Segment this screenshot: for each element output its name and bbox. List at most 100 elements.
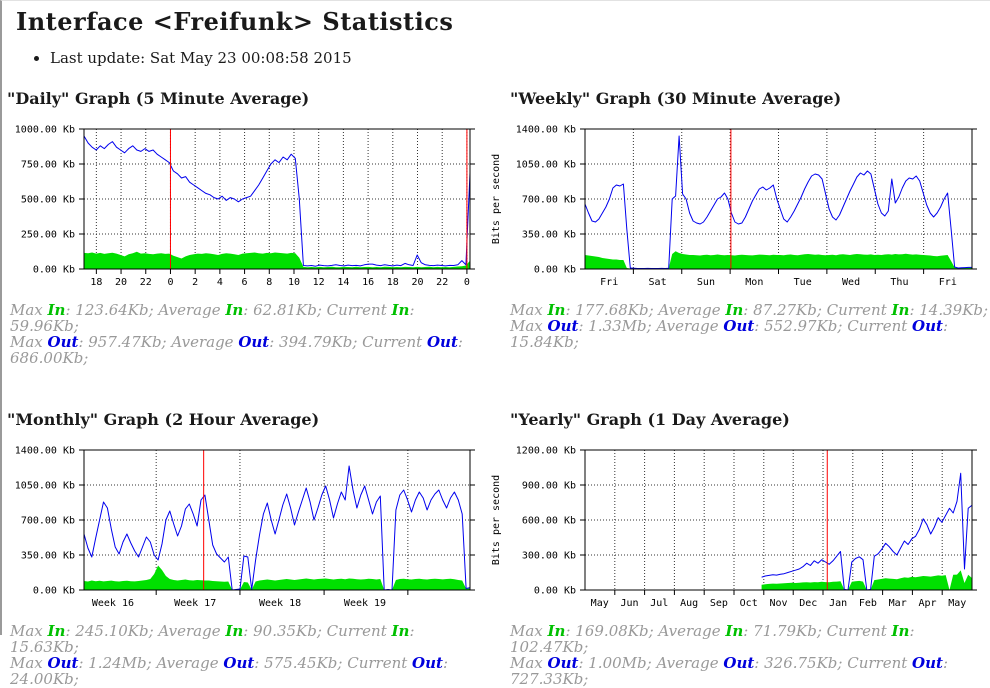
x-tick-label: Dec: [799, 598, 817, 609]
yearly-chart-svg: Bits per second 0.00 Kb 300.00 Kb 600.00 Kb…: [491, 446, 977, 609]
plot-frame: [584, 128, 973, 270]
y-tick-label: 700.00 Kb: [522, 195, 576, 206]
x-tick-label: May: [591, 598, 609, 609]
daily-chart-svg: 0.00 Kb 250.00 Kb 500.00 Kb 750.00 Kb 1000.0…: [15, 125, 475, 288]
stats-text: : 686.00Kb;: [10, 333, 463, 367]
stats-out-word: Out: [912, 654, 943, 672]
weekly-graph-stats: Max In: 177.68Kb; Average In: 87.27Kb; C…: [510, 302, 990, 350]
weekly-stats-in-line: Max In: 177.68Kb; Average In: 87.27Kb; C…: [510, 302, 990, 318]
monthly-stats-in-line: Max In: 245.10Kb; Average In: 90.35Kb; C…: [10, 623, 485, 655]
out-traffic-line: [584, 135, 972, 269]
stats-text: : 957.47Kb; Average: [78, 333, 239, 351]
weekly-stats-out-line: Max Out: 1.33Mb; Average Out: 552.97Kb; …: [510, 318, 990, 350]
y-tick-label: 300.00 Kb: [522, 551, 576, 562]
y-axis-title: Bits per second: [491, 154, 502, 244]
stats-text: : 552.97Kb; Current: [754, 317, 913, 335]
x-tick-label: 20: [411, 277, 423, 288]
plot-frame: [83, 128, 471, 270]
x-tick-label: Wed: [842, 277, 860, 288]
x-tick-label: May: [948, 598, 966, 609]
x-tick-label: 16: [362, 277, 374, 288]
y-tick-label: 1400.00 Kb: [15, 446, 75, 457]
graph-section-yearly: "Yearly" Graph (1 Day Average) Bits per …: [485, 410, 990, 687]
x-tick-label: Sep: [710, 598, 728, 609]
stats-text: : 177.68Kb; Average: [565, 301, 726, 319]
monthly-stats-out-line: Max Out: 1.24Mb; Average Out: 575.45Kb; …: [10, 655, 485, 687]
x-tick-label: 0: [464, 277, 470, 288]
y-axis-title: Bits per second: [491, 475, 502, 565]
meta-list: Last update: Sat May 23 00:08:58 2015: [7, 49, 990, 67]
x-tick-label: Mar: [889, 598, 907, 609]
x-tick-label: 10: [288, 277, 300, 288]
y-tick-label: 350.00 Kb: [522, 230, 576, 241]
y-tick-label: 600.00 Kb: [522, 516, 576, 527]
stats-text: : 1.33Mb; Average: [578, 317, 724, 335]
stats-text: : 169.08Kb; Average: [565, 622, 726, 640]
in-traffic-area: [585, 251, 972, 269]
stats-text: Max: [510, 317, 548, 335]
y-tick-label: 1050.00 Kb: [516, 160, 576, 171]
x-tick-label: Week 19: [344, 598, 386, 609]
stats-text: Max: [10, 333, 48, 351]
stats-out-word: Out: [426, 333, 458, 351]
stats-out-word: Out: [47, 333, 79, 351]
stats-text: : 1.00Mb; Average: [578, 654, 724, 672]
daily-graph-heading: "Daily" Graph (5 Minute Average): [7, 89, 310, 108]
x-tick-label: Jul: [650, 598, 668, 609]
plot-frame: [584, 449, 973, 591]
x-tick-label: 4: [217, 277, 223, 288]
stats-out-word: Out: [723, 317, 755, 335]
x-tick-label: 20: [115, 277, 127, 288]
stats-in-word: In: [725, 622, 744, 640]
x-tick-label: 18: [90, 277, 102, 288]
stats-text: : 15.84Kb;: [510, 317, 949, 351]
in-traffic-area: [761, 570, 972, 590]
stats-in-word: In: [391, 301, 410, 319]
x-tick-label: Sun: [697, 277, 715, 288]
yearly-stats-in-line: Max In: 169.08Kb; Average In: 71.79Kb; C…: [510, 623, 990, 655]
weekly-graph-image: Bits per second 0.00 Kb 350.00 Kb 700.00 Kb…: [485, 116, 990, 288]
stats-in-word: In: [891, 301, 910, 319]
x-tick-label: 2: [192, 277, 198, 288]
stats-in-word: In: [225, 301, 244, 319]
x-tick-label: Jun: [620, 598, 638, 609]
yearly-graph-stats: Max In: 169.08Kb; Average In: 71.79Kb; C…: [510, 623, 990, 687]
x-tick-label: 12: [313, 277, 325, 288]
stats-out-word: Out: [412, 654, 443, 672]
x-tick-label: Mon: [745, 277, 763, 288]
stats-text: : 1.24Mb; Average: [78, 654, 224, 672]
graph-section-monthly: "Monthly" Graph (2 Hour Average) 0.00 Kb…: [7, 410, 485, 687]
stats-in-word: In: [391, 622, 410, 640]
daily-graph-image: 0.00 Kb 250.00 Kb 500.00 Kb 750.00 Kb 1000.0…: [8, 116, 485, 288]
graph-section-weekly: "Weekly" Graph (30 Minute Average) Bits …: [485, 89, 990, 366]
monthly-graph-heading: "Monthly" Graph (2 Hour Average): [7, 410, 320, 429]
yearly-stats-out-line: Max Out: 1.00Mb; Average Out: 326.75Kb; …: [510, 655, 990, 687]
x-tick-label: Oct: [740, 598, 758, 609]
y-tick-label: 0.00 Kb: [534, 586, 576, 597]
stats-in-word: In: [547, 301, 566, 319]
stats-text: : 87.27Kb; Current: [743, 301, 892, 319]
y-tick-label: 900.00 Kb: [522, 481, 576, 492]
stats-text: Max: [10, 301, 48, 319]
stats-text: : 394.79Kb; Current: [269, 333, 427, 351]
stats-text: : 59.96Kb;: [10, 301, 415, 335]
y-tick-label: 250.00 Kb: [21, 230, 75, 241]
last-update-text: Last update: Sat May 23 00:08:58 2015: [50, 49, 990, 67]
plot-frame: [83, 449, 471, 591]
weekly-chart-svg: Bits per second 0.00 Kb 350.00 Kb 700.00 Kb…: [491, 125, 977, 288]
y-tick-label: 0.00 Kb: [33, 586, 75, 597]
stats-in-word: In: [47, 301, 66, 319]
graphs-row-1: "Daily" Graph (5 Minute Average) 0.00 Kb…: [7, 89, 990, 366]
x-tick-label: 6: [242, 277, 248, 288]
stats-out-word: Out: [238, 333, 270, 351]
monthly-chart-svg: 0.00 Kb 350.00 Kb 700.00 Kb 1050.00 Kb 1400.…: [15, 446, 475, 609]
x-tick-label: 18: [387, 277, 399, 288]
stats-text: : 123.64Kb; Average: [65, 301, 226, 319]
y-tick-label: 500.00 Kb: [21, 195, 75, 206]
x-tick-label: 8: [266, 277, 272, 288]
y-tick-label: 0.00 Kb: [534, 265, 576, 276]
in-traffic-area: [84, 565, 470, 590]
stats-text: : 71.79Kb; Current: [743, 622, 892, 640]
x-tick-label: Week 18: [259, 598, 301, 609]
stats-out-word: Out: [547, 317, 579, 335]
